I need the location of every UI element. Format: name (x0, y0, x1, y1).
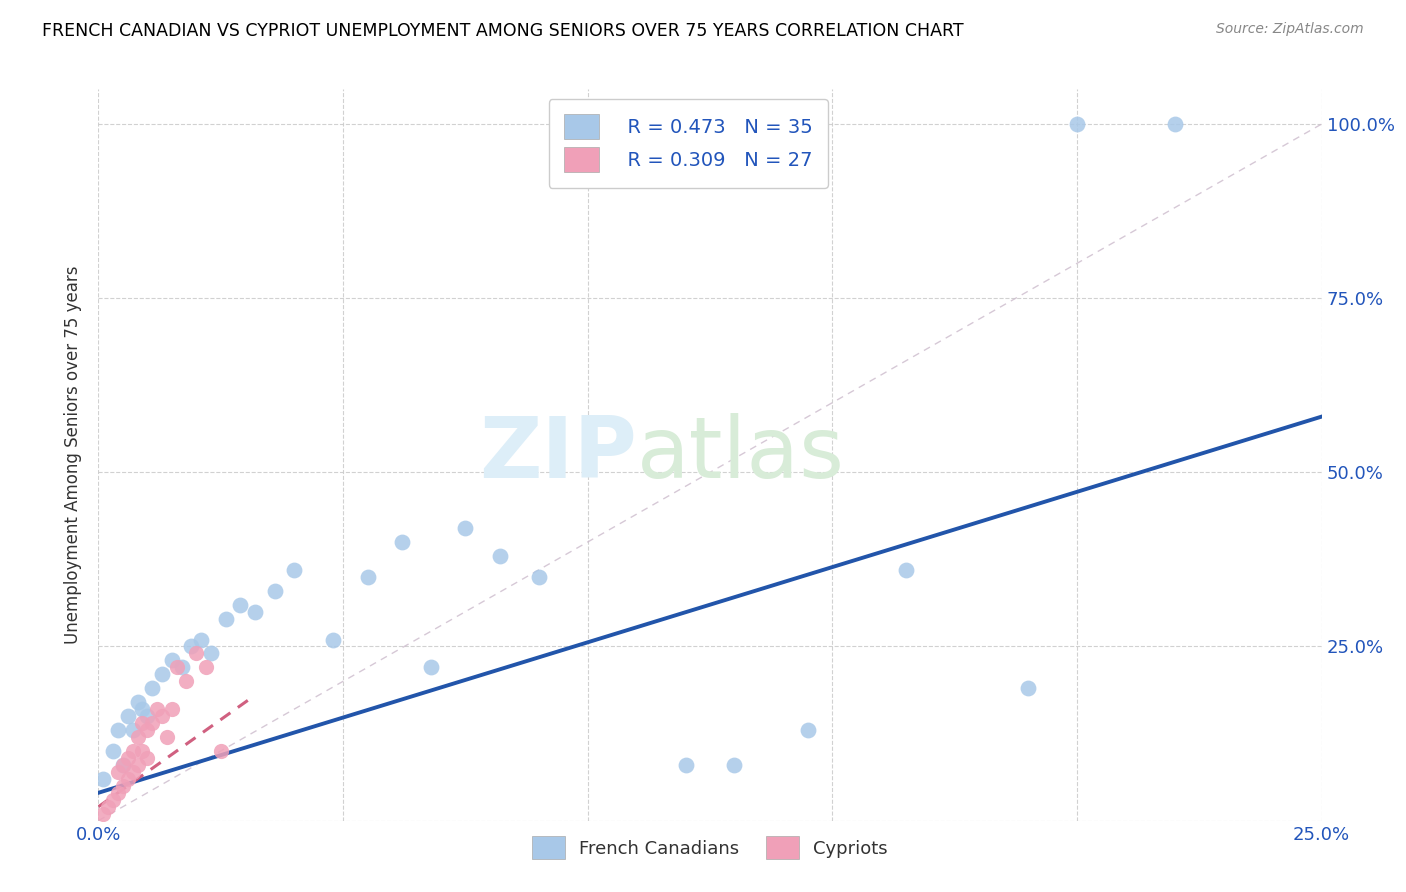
Point (136, 751, 159, 765)
Point (229, 598, 252, 612)
Point (209, 744, 232, 758)
Text: atlas: atlas (637, 413, 845, 497)
Point (150, 667, 173, 681)
Legend: French Canadians, Cypriots: French Canadians, Cypriots (517, 822, 903, 874)
Point (527, 570, 550, 584)
Point (170, 660, 193, 674)
Point (488, 549, 510, 563)
Point (176, 674, 198, 689)
Point (1017, 681, 1039, 696)
Point (117, 751, 139, 765)
Point (111, 779, 134, 793)
Point (127, 695, 149, 709)
Point (141, 716, 163, 731)
Point (91, 772, 114, 786)
Point (117, 772, 139, 786)
Point (101, 744, 124, 758)
Point (150, 709, 173, 723)
Point (160, 702, 183, 716)
Point (107, 723, 129, 737)
Point (391, 535, 413, 549)
Point (723, 758, 745, 772)
Point (127, 758, 149, 772)
Point (91, 806, 114, 821)
Point (131, 702, 153, 716)
Point (127, 730, 149, 744)
Point (263, 583, 285, 598)
Point (156, 730, 179, 744)
Point (180, 640, 202, 654)
Point (195, 660, 218, 674)
Point (894, 563, 917, 577)
Point (146, 702, 169, 716)
Point (107, 786, 129, 800)
Point (420, 660, 443, 674)
Point (131, 716, 153, 731)
Point (111, 758, 134, 772)
Point (160, 653, 183, 667)
Point (1066, 117, 1088, 131)
Point (186, 647, 208, 661)
Point (797, 723, 820, 737)
Point (190, 632, 212, 647)
Point (121, 723, 143, 737)
Point (101, 793, 124, 807)
Point (131, 744, 153, 758)
Point (111, 758, 134, 772)
Point (356, 570, 378, 584)
Point (121, 764, 143, 779)
Point (107, 764, 129, 779)
Y-axis label: Unemployment Among Seniors over 75 years: Unemployment Among Seniors over 75 years (65, 266, 83, 644)
Point (1164, 117, 1187, 131)
Point (136, 723, 159, 737)
Point (136, 709, 159, 723)
Point (283, 563, 305, 577)
Point (454, 521, 477, 535)
Point (117, 709, 139, 723)
Point (322, 632, 344, 647)
Point (166, 660, 188, 674)
Point (121, 744, 143, 758)
Point (214, 612, 236, 626)
Text: ZIP: ZIP (479, 413, 637, 497)
Point (200, 647, 222, 661)
Point (675, 758, 697, 772)
Point (97, 799, 120, 814)
Text: FRENCH CANADIAN VS CYPRIOT UNEMPLOYMENT AMONG SENIORS OVER 75 YEARS CORRELATION : FRENCH CANADIAN VS CYPRIOT UNEMPLOYMENT … (42, 22, 963, 40)
Point (141, 681, 163, 696)
Text: Source: ZipAtlas.com: Source: ZipAtlas.com (1216, 22, 1364, 37)
Point (243, 605, 266, 619)
